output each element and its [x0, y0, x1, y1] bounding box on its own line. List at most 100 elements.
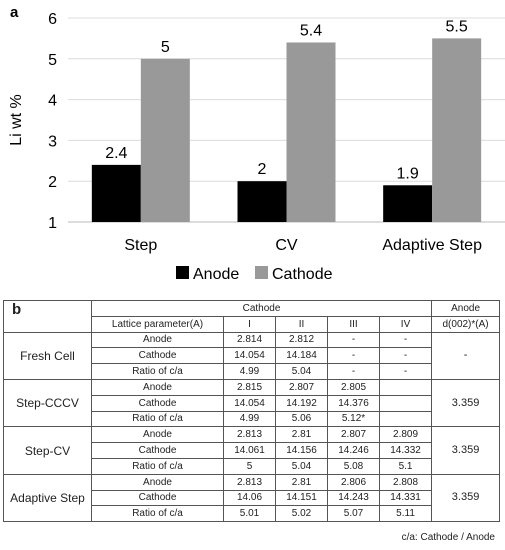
table-corner [3, 300, 92, 333]
y-tick-label: 4 [48, 93, 57, 110]
table-cell: 4.99 [223, 363, 276, 380]
y-axis-label: Li wt % [8, 94, 25, 146]
anode-d002-value: 3.359 [431, 426, 501, 475]
y-tick-label: 6 [48, 11, 57, 28]
table-cell: 4.99 [223, 410, 276, 428]
anode-d002-value: 3.359 [431, 378, 501, 428]
bar-chart: a 1 2 3 4 5 6 Li wt % 2.4 5 2 5.4 1.9 5.5 Step CV Ad… [8, 4, 505, 283]
table-cell: 5.06 [275, 410, 328, 428]
table-cell: 5.04 [275, 457, 328, 475]
table-cell: 2.805 [327, 378, 380, 396]
table-cell: 2.806 [327, 473, 380, 491]
table-cell: 2.808 [378, 473, 433, 491]
header-col-i: I [223, 315, 276, 333]
table-cell: 14.054 [223, 347, 276, 365]
bar-data-label: 5 [161, 39, 170, 56]
row-parameter-label: Ratio of c/a [91, 363, 224, 380]
row-parameter-label: Cathode [91, 489, 224, 507]
row-parameter-label: Cathode [91, 394, 224, 412]
table-cell: 14.06 [223, 489, 276, 507]
table-cell: 14.156 [275, 442, 328, 459]
bar-cathode [140, 58, 190, 222]
table-cell: 14.243 [327, 489, 380, 507]
table-cell: 5 [223, 457, 276, 475]
bar-data-label: 1.9 [397, 165, 419, 182]
bar-anode [91, 164, 141, 222]
table-cell: 5.08 [327, 457, 380, 475]
chart-legend: Anode Cathode [176, 266, 333, 283]
table-cell: - [378, 363, 433, 380]
bar-data-label: 2.4 [105, 145, 127, 162]
bar-anode [383, 185, 433, 222]
table-cell: 14.331 [378, 489, 433, 507]
legend-label: Cathode [272, 266, 333, 283]
table-cell: - [378, 331, 433, 349]
group-label: Step-CCCV [3, 378, 92, 428]
group-label: Adaptive Step [3, 473, 92, 523]
row-parameter-label: Ratio of c/a [91, 457, 224, 475]
bar-cathode [432, 38, 482, 223]
bar-cathode [286, 42, 336, 223]
anode-d002-value: 3.359 [431, 473, 501, 523]
x-axis-ticks: Step CV Adaptive Step [124, 237, 482, 254]
table-cell: - [327, 347, 380, 365]
x-tick-label: Step [124, 237, 157, 254]
table-cell: 2.815 [223, 378, 276, 396]
table-cell: 2.81 [275, 426, 328, 444]
table-cell: 5.11 [378, 505, 433, 523]
row-parameter-label: Cathode [91, 442, 224, 459]
table-cell: 14.192 [275, 394, 328, 412]
table-row: Cathode 14.06 14.151 14.243 14.331 [4, 489, 500, 507]
legend-swatch-cathode [255, 266, 268, 279]
table-cell [378, 410, 433, 428]
bar-data-label: 5.5 [446, 18, 468, 35]
table-cell: 2.807 [327, 426, 380, 444]
y-tick-label: 3 [48, 133, 57, 150]
header-anode-d002: d(002)*(A) [431, 315, 501, 333]
row-parameter-label: Anode [91, 378, 224, 396]
legend-swatch-anode [176, 266, 189, 279]
x-tick-label: Adaptive Step [382, 237, 482, 254]
table-cell: - [378, 347, 433, 365]
table-cell: 5.1 [378, 457, 433, 475]
table-cell: - [327, 331, 380, 349]
bar-data-label: 2 [258, 161, 267, 178]
table-cell: 2.813 [223, 473, 276, 491]
table-row: Step-CCCV Anode 2.815 2.807 2.805 3.359 [3, 378, 501, 428]
header-anode: Anode [431, 300, 501, 317]
header-col-ii: II [275, 315, 328, 333]
row-parameter-label: Ratio of c/a [91, 410, 224, 428]
table-row: Step-CV Anode 2.813 2.81 2.807 2.809 3.359 [3, 426, 501, 475]
table-row: Fresh Cell Anode 2.814 2.812- - - [3, 331, 501, 380]
table-cell: 14.061 [223, 442, 276, 459]
header-cathode: Cathode [90, 300, 433, 317]
chart-bars: 2.4 5 2 5.4 1.9 5.5 [91, 18, 482, 223]
table-cell: 5.07 [327, 505, 380, 523]
anode-d002-value: - [431, 331, 501, 380]
bar-data-label: 5.4 [300, 22, 322, 39]
table-cell [378, 378, 433, 396]
table-cell: 5.04 [275, 363, 328, 380]
table-cell: 14.246 [327, 442, 380, 459]
table-cell: 2.813 [223, 426, 276, 444]
row-parameter-label: Cathode [91, 347, 224, 365]
table-cell: 2.809 [378, 426, 433, 444]
table-cell [378, 394, 433, 412]
table-cell: 2.812 [275, 331, 328, 349]
y-axis-ticks: 1 2 3 4 5 6 [48, 11, 57, 232]
table-cell: 2.814 [223, 331, 276, 349]
group-label: Fresh Cell [3, 331, 92, 380]
table-cell: 5.02 [275, 505, 328, 523]
table-cell: 2.807 [275, 378, 328, 396]
panel-a-label: a [10, 4, 19, 21]
row-parameter-label: Ratio of c/a [91, 505, 224, 523]
table-cell: - [327, 363, 380, 380]
table-cell: 14.054 [223, 394, 276, 412]
table-cell: 5.01 [223, 505, 276, 523]
table-cell: 14.151 [275, 489, 328, 507]
y-tick-label: 1 [48, 215, 57, 232]
header-col-iii: III [327, 315, 380, 333]
group-label: Step-CV [3, 426, 92, 475]
row-parameter-label: Anode [91, 331, 224, 349]
header-col-iv: IV [378, 315, 433, 333]
